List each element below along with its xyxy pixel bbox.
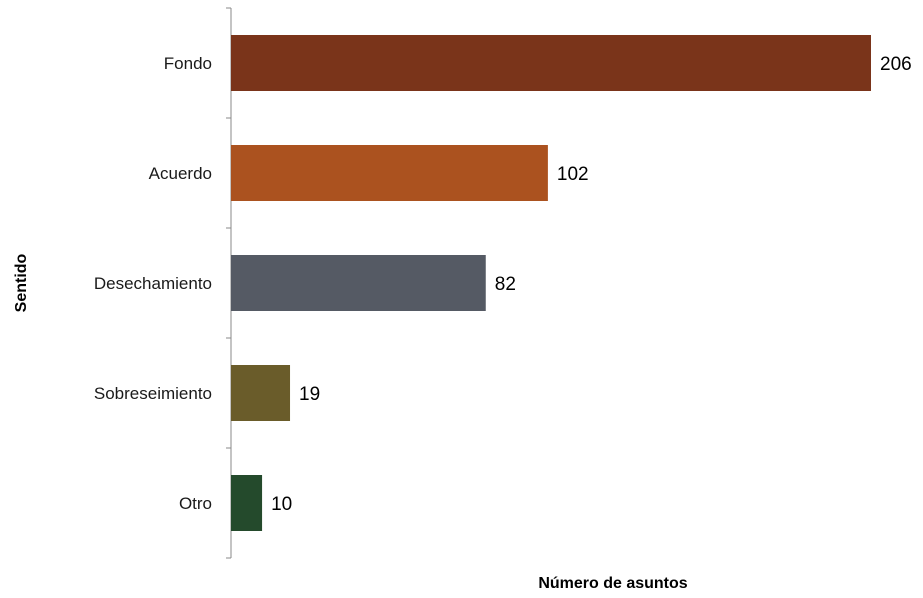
bar-otro [231,475,263,531]
bar-fondo [231,35,871,91]
y-axis-title: Sentido [13,253,30,312]
category-label: Otro [179,494,212,513]
bar-sobreseimiento [231,365,291,421]
category-label: Desechamiento [94,274,212,293]
value-label: 10 [271,494,292,515]
value-label: 19 [299,384,320,405]
value-label: 82 [495,274,516,295]
bar-acuerdo [231,145,548,201]
value-label: 102 [557,164,589,185]
category-labels: Fondo Acuerdo Desechamiento Sobreseimiento O… [94,54,212,513]
bars [231,35,871,531]
x-axis-title: Número de asuntos [538,575,687,592]
category-label: Sobreseimiento [94,384,212,403]
value-labels: 206 102 82 19 10 [271,54,912,515]
bar-desechamiento [231,255,486,311]
y-axis-ticks [226,7,231,559]
category-label: Acuerdo [149,164,212,183]
value-label: 206 [880,54,912,75]
category-label: Fondo [164,54,212,73]
